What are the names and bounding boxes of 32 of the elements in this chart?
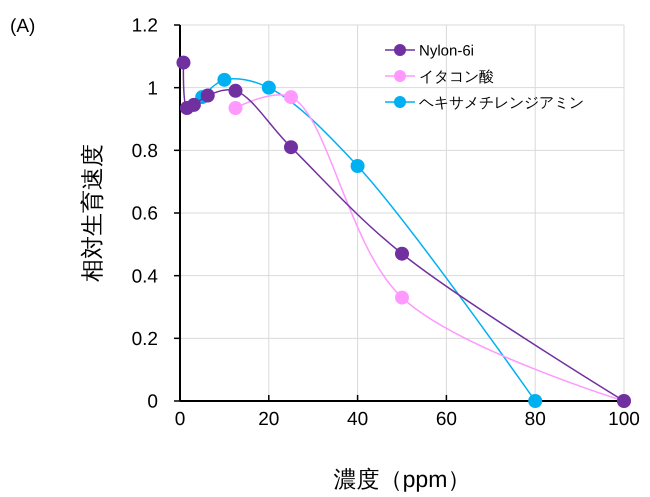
point	[228, 101, 242, 116]
point	[228, 84, 242, 98]
x-tick-label: 20	[258, 409, 280, 430]
y-tick-label: 1.2	[132, 16, 158, 37]
legend-label: イタコン酸	[419, 68, 494, 86]
point	[200, 88, 215, 102]
y-tick-label: 0.2	[132, 328, 158, 350]
point	[350, 159, 365, 173]
y-tick-label: 0.4	[132, 266, 158, 288]
point	[395, 246, 409, 261]
x-tick-label: 0	[174, 409, 186, 430]
x-tick-label: 80	[524, 409, 546, 430]
x-axis-title: 濃度（ppm）	[334, 466, 470, 492]
point	[395, 290, 409, 305]
point	[176, 56, 190, 70]
x-tick-label: 40	[347, 409, 368, 430]
point	[217, 72, 232, 87]
legend-label: ヘキサメチレンジアミン	[419, 94, 584, 112]
x-tick-label: 100	[608, 409, 640, 430]
y-tick-label: 0.6	[132, 204, 158, 225]
y-tick-label: 0.8	[132, 140, 158, 162]
point	[284, 140, 298, 154]
point	[284, 90, 298, 104]
point	[262, 80, 276, 95]
point	[186, 98, 201, 112]
text: (A)	[10, 16, 36, 37]
x-tick-label: 60	[436, 409, 457, 430]
legend-label: Nylon-6i	[419, 42, 474, 60]
y-tick-label: 0	[147, 392, 158, 413]
y-tick-label: 1	[147, 78, 158, 100]
y-axis-title: 相対生育速度	[79, 144, 105, 282]
point	[528, 394, 542, 408]
